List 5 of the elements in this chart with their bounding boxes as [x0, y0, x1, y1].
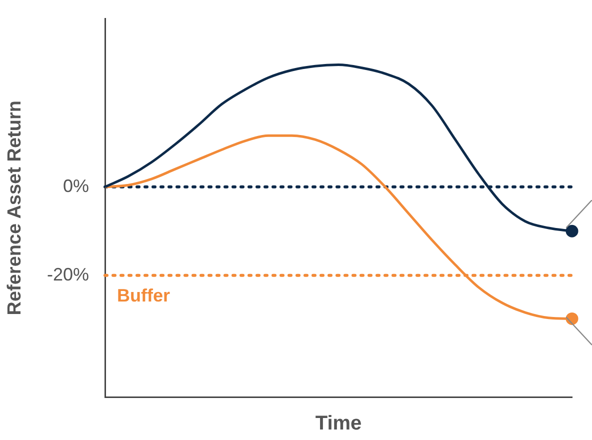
y-tick-label: 0% — [62, 176, 89, 196]
y-axis-title: Reference Asset Return — [4, 100, 26, 316]
ref-line-label: Buffer — [117, 285, 170, 306]
x-axis-title: Time — [315, 412, 362, 435]
y-tick-label: -20% — [46, 264, 89, 284]
